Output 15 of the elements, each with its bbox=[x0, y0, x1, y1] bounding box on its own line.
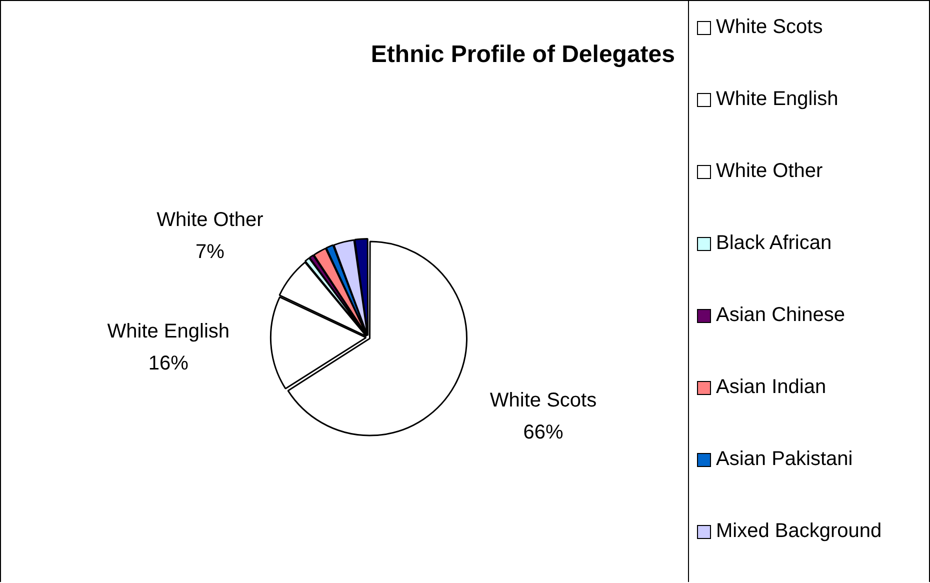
slice-label: White Other bbox=[156, 208, 264, 231]
slice-label: White Scots bbox=[490, 390, 597, 412]
data-label: 7% bbox=[196, 240, 225, 263]
data-label: 66% bbox=[523, 422, 564, 444]
legend-label: Asian Indian bbox=[716, 376, 826, 399]
legend-label: Asian Chinese bbox=[716, 304, 845, 327]
slice-label: White English bbox=[107, 320, 230, 342]
legend-label: Asian Pakistani bbox=[716, 448, 853, 471]
text: Ethnic Profile of Delegates bbox=[370, 41, 676, 69]
legend-label: White Scots bbox=[716, 16, 823, 39]
data-label: 16% bbox=[148, 352, 189, 374]
legend-label: White Other bbox=[716, 160, 823, 183]
legend-label: Mixed Background bbox=[716, 520, 882, 543]
legend-label: Black African bbox=[716, 232, 832, 255]
legend-label: White English bbox=[716, 88, 838, 111]
